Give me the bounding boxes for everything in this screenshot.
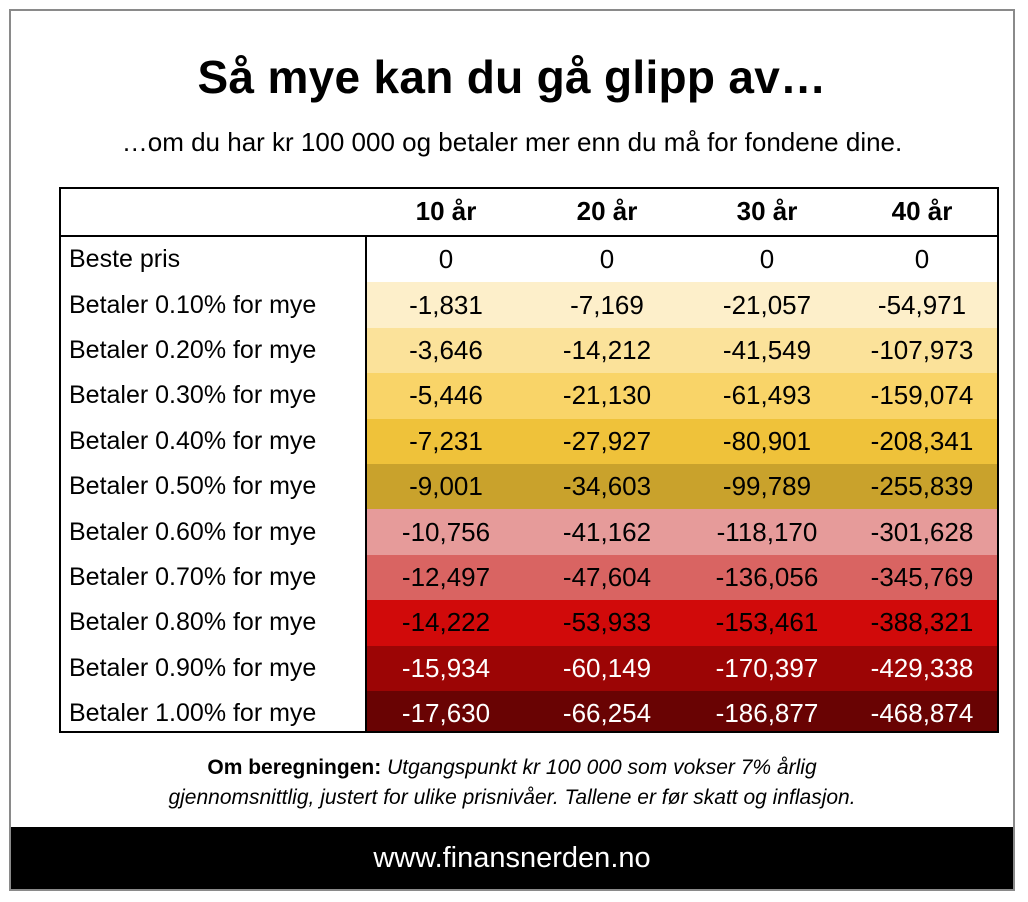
- table-cell: -5,446: [365, 373, 527, 419]
- table-cell: -10,756: [365, 509, 527, 555]
- table-cell: -468,874: [847, 691, 997, 731]
- row-label: Betaler 0.70% for mye: [69, 562, 317, 591]
- table-cell: -34,603: [527, 464, 687, 510]
- table-cell: -170,397: [687, 645, 847, 691]
- column-header: 30 år: [736, 196, 798, 227]
- page-title: Så mye kan du gå glipp av…: [197, 51, 827, 103]
- column-header: 10 år: [415, 196, 477, 227]
- table-row: Betaler 0.30% for mye -5,446 -21,130 -61,49…: [61, 373, 997, 419]
- table-cell: -54,971: [847, 282, 997, 328]
- table-cell: -80,901: [687, 418, 847, 464]
- table-cell: -107,973: [847, 327, 997, 374]
- row-label: Betaler 1.00% for mye: [69, 699, 317, 728]
- table-row: Betaler 0.70% for mye -12,497 -47,604 -136,…: [61, 554, 997, 601]
- table-cell: -7,231: [365, 418, 527, 464]
- table-row: Betaler 0.50% for mye -9,001 -34,603 -99,78…: [61, 464, 997, 510]
- row-label: Beste pris: [69, 245, 181, 274]
- table-cell: 0: [365, 237, 527, 283]
- label-column-divider: [365, 235, 367, 731]
- table-row: Betaler 0.40% for mye -7,231 -27,927 -80,90…: [61, 418, 997, 464]
- table-cell: -15,934: [365, 645, 527, 691]
- table-header-row: 10 år 20 år 30 år 40 år: [61, 189, 997, 234]
- table-cell: -66,254: [527, 691, 687, 731]
- table-row: Betaler 0.60% for mye -10,756 -41,162 -118,…: [61, 509, 997, 555]
- table-row: Betaler 0.10% for mye -1,831 -7,169 -21,057…: [61, 282, 997, 328]
- row-label: Betaler 0.10% for mye: [69, 290, 317, 319]
- table-cell: 0: [847, 237, 997, 283]
- row-label: Betaler 0.80% for mye: [69, 608, 317, 637]
- table-cell: -118,170: [687, 509, 847, 555]
- row-label: Betaler 0.90% for mye: [69, 653, 317, 682]
- page-subtitle: …om du har kr 100 000 og betaler mer enn…: [121, 127, 903, 157]
- table-cell: -17,630: [365, 691, 527, 731]
- table-cell: -60,149: [527, 645, 687, 691]
- table-cell: -21,130: [527, 373, 687, 419]
- header-divider: [61, 235, 997, 237]
- table-cell: -388,321: [847, 600, 997, 646]
- table-cell: -61,493: [687, 373, 847, 419]
- table-cell: -47,604: [527, 554, 687, 601]
- row-label: Betaler 0.50% for mye: [69, 472, 317, 501]
- table-row: Beste pris 0 0 0 0: [61, 237, 997, 283]
- table-row: Betaler 0.20% for mye -3,646 -14,212 -41,54…: [61, 327, 997, 374]
- note-line-1: Utgangspunkt kr 100 000 som vokser 7% år…: [387, 756, 817, 779]
- table-row: Betaler 0.80% for mye -14,222 -53,933 -153,…: [61, 600, 997, 646]
- table-cell: -3,646: [365, 327, 527, 374]
- infographic-frame: Så mye kan du gå glipp av… …om du har kr…: [9, 9, 1015, 891]
- table-cell: -99,789: [687, 464, 847, 510]
- table-cell: -255,839: [847, 464, 997, 510]
- row-label: Betaler 0.20% for mye: [69, 335, 317, 364]
- table-cell: -136,056: [687, 554, 847, 601]
- table-cell: -208,341: [847, 418, 997, 464]
- calculation-note: Om beregningen: Utgangspunkt kr 100 000 …: [11, 753, 1013, 813]
- column-header: 20 år: [576, 196, 638, 227]
- table-cell: -12,497: [365, 554, 527, 601]
- column-header: 40 år: [891, 196, 953, 227]
- table-cell: -41,549: [687, 327, 847, 374]
- table-cell: -186,877: [687, 691, 847, 731]
- table-cell: -21,057: [687, 282, 847, 328]
- header-blank: [61, 189, 365, 234]
- table-cell: -27,927: [527, 418, 687, 464]
- table-cell: -345,769: [847, 554, 997, 601]
- table-row: Betaler 1.00% for mye -17,630 -66,254 -186,…: [61, 691, 997, 731]
- row-label: Betaler 0.60% for mye: [69, 517, 317, 546]
- table-cell: -7,169: [527, 282, 687, 328]
- table-cell: -41,162: [527, 509, 687, 555]
- row-label: Betaler 0.30% for mye: [69, 381, 317, 410]
- table-row: Betaler 0.90% for mye -15,934 -60,149 -170,…: [61, 645, 997, 691]
- footer-url[interactable]: www.finansnerden.no: [11, 827, 1013, 889]
- table-cell: -301,628: [847, 509, 997, 555]
- cost-table: 10 år 20 år 30 år 40 år Beste pris 0 0 0 0 Be…: [59, 187, 999, 733]
- table-cell: 0: [527, 237, 687, 283]
- note-line-2: gjennomsnittlig, justert for ulike prisn…: [168, 786, 856, 809]
- note-heading: Om beregningen:: [207, 756, 382, 779]
- table-cell: -53,933: [527, 600, 687, 646]
- table-cell: -9,001: [365, 464, 527, 510]
- table-cell: -1,831: [365, 282, 527, 328]
- table-cell: 0: [687, 237, 847, 283]
- row-label: Betaler 0.40% for mye: [69, 426, 317, 455]
- table-cell: -153,461: [687, 600, 847, 646]
- table-cell: -14,222: [365, 600, 527, 646]
- table-cell: -429,338: [847, 645, 997, 691]
- table-cell: -14,212: [527, 327, 687, 374]
- table-cell: -159,074: [847, 373, 997, 419]
